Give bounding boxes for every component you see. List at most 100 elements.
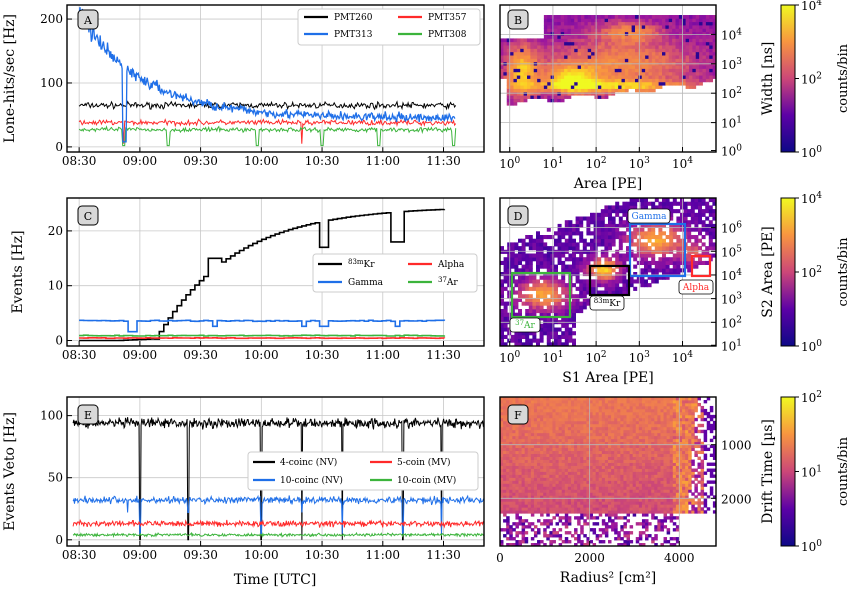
heat-cell (600, 238, 605, 243)
heat-cell (695, 28, 700, 33)
heat-cell (512, 507, 516, 511)
heat-cell (712, 198, 716, 203)
heat-cell (577, 492, 581, 496)
heat-cell (597, 242, 602, 247)
heat-cell (702, 68, 707, 73)
heat-cell (614, 68, 619, 73)
heat-cell (662, 275, 666, 280)
heat-cell (515, 447, 519, 452)
heat-cell (510, 98, 514, 103)
heat-cell (645, 48, 649, 53)
heat-cell (626, 435, 630, 440)
heat-cell (632, 408, 637, 413)
heat-cell (635, 58, 639, 63)
heat-cell (557, 21, 562, 26)
heat-cell (515, 543, 519, 546)
heat-cell (586, 462, 590, 466)
heat-cell (506, 45, 511, 49)
heat-cell (552, 450, 556, 455)
colorbar-label: counts/bin (836, 43, 847, 113)
heat-cell (604, 249, 609, 254)
heat-cell (543, 447, 547, 452)
heat-cell (640, 201, 645, 206)
heat-cell (539, 301, 544, 306)
heat-cell (638, 477, 643, 481)
heat-cell (540, 438, 544, 443)
heat-cell (568, 327, 573, 332)
heat-cell (687, 223, 692, 228)
heat-cell (645, 447, 649, 452)
heat-cell (608, 41, 612, 46)
heat-cell (543, 95, 548, 99)
heat-cell (645, 41, 649, 46)
heat-cell (546, 441, 550, 446)
heat-cell (611, 399, 615, 404)
heat-cell (577, 489, 581, 493)
heat-cell (645, 420, 649, 425)
heat-cell (623, 456, 627, 460)
heat-cell (705, 68, 710, 73)
heat-cell (690, 220, 695, 225)
heat-cell (620, 432, 624, 437)
heat-cell (503, 55, 508, 59)
heat-cell (647, 260, 652, 265)
heat-cell (506, 501, 510, 505)
heat-cell (601, 88, 606, 93)
heat-cell (645, 68, 649, 73)
heat-cell (665, 268, 670, 273)
heat-cell (623, 501, 627, 505)
heat-cell (705, 45, 710, 49)
legend-label: PMT357 (428, 13, 467, 23)
heat-cell (543, 257, 548, 262)
heat-cell (597, 58, 602, 63)
heat-cell (560, 75, 565, 79)
heat-cell (525, 286, 530, 291)
heat-cell (558, 510, 563, 514)
heat-cell (564, 441, 569, 446)
heat-cell (577, 477, 581, 481)
heat-cell (564, 68, 568, 73)
heat-cell (680, 238, 684, 243)
heat-cell (557, 257, 562, 262)
heat-cell (500, 402, 504, 407)
heat-cell (626, 534, 630, 538)
heat-cell (503, 397, 507, 401)
heat-cell (552, 426, 556, 431)
heat-cell (635, 468, 640, 472)
heat-cell (530, 504, 535, 508)
heat-cell (537, 495, 541, 499)
heat-cell (617, 483, 621, 487)
heat-cell (550, 249, 555, 254)
heat-cell (586, 408, 590, 413)
heat-cell (614, 462, 618, 466)
heat-cell (623, 429, 627, 434)
heat-cell (581, 48, 585, 53)
heat-cell (631, 58, 636, 63)
heat-cell (675, 25, 680, 29)
heat-cell (701, 220, 706, 225)
heat-cell (546, 504, 550, 508)
heat-cell (523, 38, 528, 43)
heat-cell (509, 525, 513, 529)
heat-cell (595, 474, 600, 478)
heat-cell (549, 420, 553, 425)
heat-cell (503, 399, 507, 404)
heat-cell (525, 294, 530, 299)
heat-cell (560, 18, 565, 23)
heat-cell (514, 297, 519, 302)
heat-cell (608, 220, 612, 225)
heat-cell (682, 41, 687, 46)
heat-cell (518, 309, 522, 314)
heat-cell (589, 408, 593, 413)
heat-cell (527, 483, 532, 487)
heat-cell (587, 91, 592, 96)
heat-cell (533, 397, 538, 401)
heat-cell (515, 456, 519, 460)
heat-cell (509, 435, 513, 440)
heat-cell (598, 408, 603, 413)
heat-cell (608, 25, 612, 29)
heat-cell (629, 420, 634, 425)
heat-cell (586, 474, 590, 478)
heat-cell (586, 510, 590, 514)
heat-cell (632, 447, 637, 452)
